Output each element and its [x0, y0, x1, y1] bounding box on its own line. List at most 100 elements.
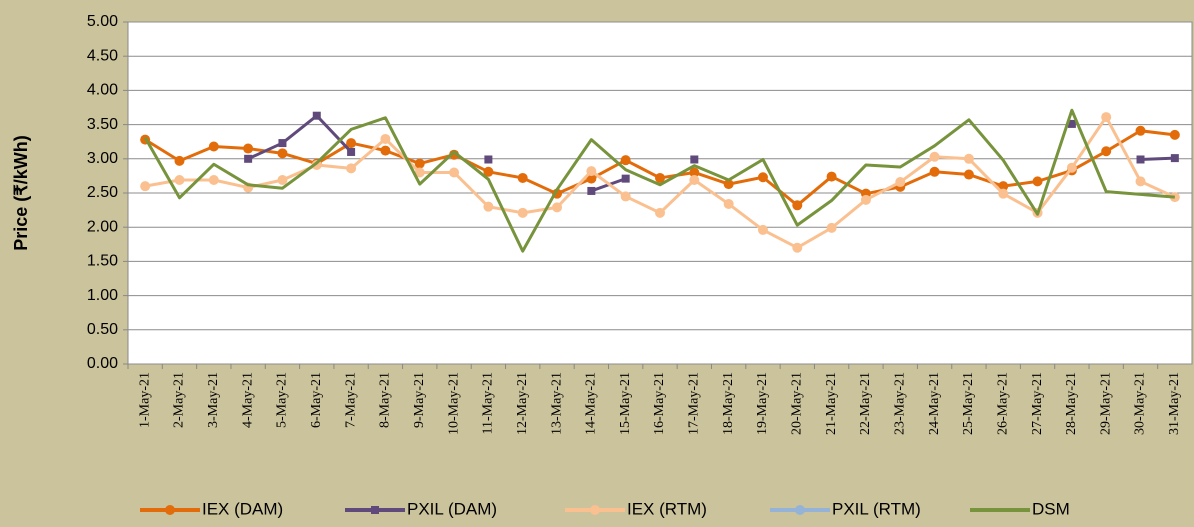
- point: [792, 200, 803, 211]
- x-tick-label: 24-May-21: [927, 372, 942, 435]
- point: [998, 181, 1009, 192]
- y-tick-label: 3.00: [87, 150, 118, 167]
- series-line: [143, 108, 1175, 253]
- point: [620, 191, 631, 202]
- legend-label: PXIL (DAM): [407, 499, 497, 518]
- point: [1170, 154, 1179, 163]
- point: [208, 141, 219, 152]
- point: [1169, 129, 1180, 140]
- x-tick-label: 9-May-21: [412, 372, 427, 428]
- x-tick-label: 12-May-21: [515, 372, 530, 435]
- x-tick-label: 25-May-21: [961, 372, 976, 435]
- y-axis-label: Price (₹/kWh): [11, 135, 31, 250]
- point: [483, 201, 494, 212]
- y-tick-label: 3.50: [87, 116, 118, 133]
- legend-label: PXIL (RTM): [832, 499, 921, 518]
- point: [1067, 119, 1076, 128]
- y-tick-label: 4.50: [87, 47, 118, 64]
- point: [140, 181, 151, 192]
- point: [277, 175, 288, 186]
- point: [963, 169, 974, 180]
- point: [277, 148, 288, 159]
- point: [757, 172, 768, 183]
- point: [998, 188, 1009, 199]
- point: [380, 145, 391, 156]
- legend-label: DSM: [1032, 499, 1070, 518]
- y-tick-label: 0.50: [87, 321, 118, 338]
- x-tick-label: 19-May-21: [755, 372, 770, 435]
- legend-label: IEX (RTM): [627, 499, 707, 518]
- point: [414, 158, 425, 169]
- point: [723, 198, 734, 209]
- point: [346, 138, 357, 149]
- point: [723, 179, 734, 190]
- x-tick-label: 11-May-21: [481, 372, 496, 434]
- point: [244, 154, 253, 163]
- x-tick-label: 30-May-21: [1133, 372, 1148, 435]
- x-tick-label: 2-May-21: [172, 372, 187, 428]
- x-tick-label: 15-May-21: [618, 372, 633, 435]
- point: [483, 166, 494, 177]
- point: [1066, 162, 1077, 173]
- point: [174, 155, 185, 166]
- point: [312, 111, 321, 120]
- point: [1136, 155, 1145, 164]
- point: [586, 173, 597, 184]
- x-tick-label: 21-May-21: [824, 372, 839, 435]
- point: [449, 167, 460, 178]
- x-tick-label: 14-May-21: [584, 372, 599, 435]
- x-tick-label: 13-May-21: [549, 372, 564, 435]
- x-tick-label: 1-May-21: [137, 372, 152, 428]
- x-tick-label: 31-May-21: [1167, 372, 1182, 435]
- x-tick-label: 6-May-21: [309, 372, 324, 428]
- point: [690, 155, 699, 164]
- x-tick-label: 26-May-21: [995, 372, 1010, 435]
- point: [929, 151, 940, 162]
- y-tick-label: 5.00: [87, 13, 118, 30]
- point: [1032, 176, 1043, 187]
- point: [414, 167, 425, 178]
- point: [1135, 176, 1146, 187]
- point: [586, 166, 597, 177]
- point: [620, 155, 631, 166]
- x-tick-label: 23-May-21: [892, 372, 907, 435]
- x-tick-label: 27-May-21: [1030, 372, 1045, 435]
- x-tick-label: 4-May-21: [240, 372, 255, 428]
- point: [929, 166, 940, 177]
- x-tick-label: 10-May-21: [446, 372, 461, 435]
- point: [208, 175, 219, 186]
- x-tick-label: 3-May-21: [206, 372, 221, 428]
- point: [1135, 125, 1146, 136]
- x-tick-label: 18-May-21: [721, 372, 736, 435]
- y-tick-label: 1.50: [87, 253, 118, 270]
- point: [860, 194, 871, 205]
- y-tick-label: 1.00: [87, 287, 118, 304]
- point: [792, 242, 803, 253]
- point: [380, 133, 391, 144]
- x-tick-label: 7-May-21: [343, 372, 358, 428]
- x-tick-label: 8-May-21: [378, 372, 393, 428]
- point: [1101, 112, 1112, 123]
- point: [590, 505, 600, 515]
- x-tick-label: 22-May-21: [858, 372, 873, 435]
- point: [347, 147, 356, 156]
- point: [689, 167, 700, 178]
- point: [621, 174, 630, 183]
- point: [655, 172, 665, 183]
- y-tick-label: 0.00: [87, 355, 118, 372]
- point: [757, 224, 768, 235]
- point: [278, 139, 287, 148]
- x-tick-label: 28-May-21: [1064, 372, 1079, 435]
- x-tick-label: 5-May-21: [275, 372, 290, 428]
- point: [795, 505, 805, 515]
- point: [346, 163, 357, 174]
- point: [517, 207, 528, 218]
- y-tick-label: 4.00: [87, 82, 118, 99]
- y-tick-label: 2.50: [87, 184, 118, 201]
- legend-label: IEX (DAM): [202, 499, 283, 518]
- point: [484, 155, 493, 164]
- point: [963, 153, 974, 164]
- point: [1101, 146, 1112, 157]
- point: [517, 172, 528, 183]
- point: [371, 506, 379, 514]
